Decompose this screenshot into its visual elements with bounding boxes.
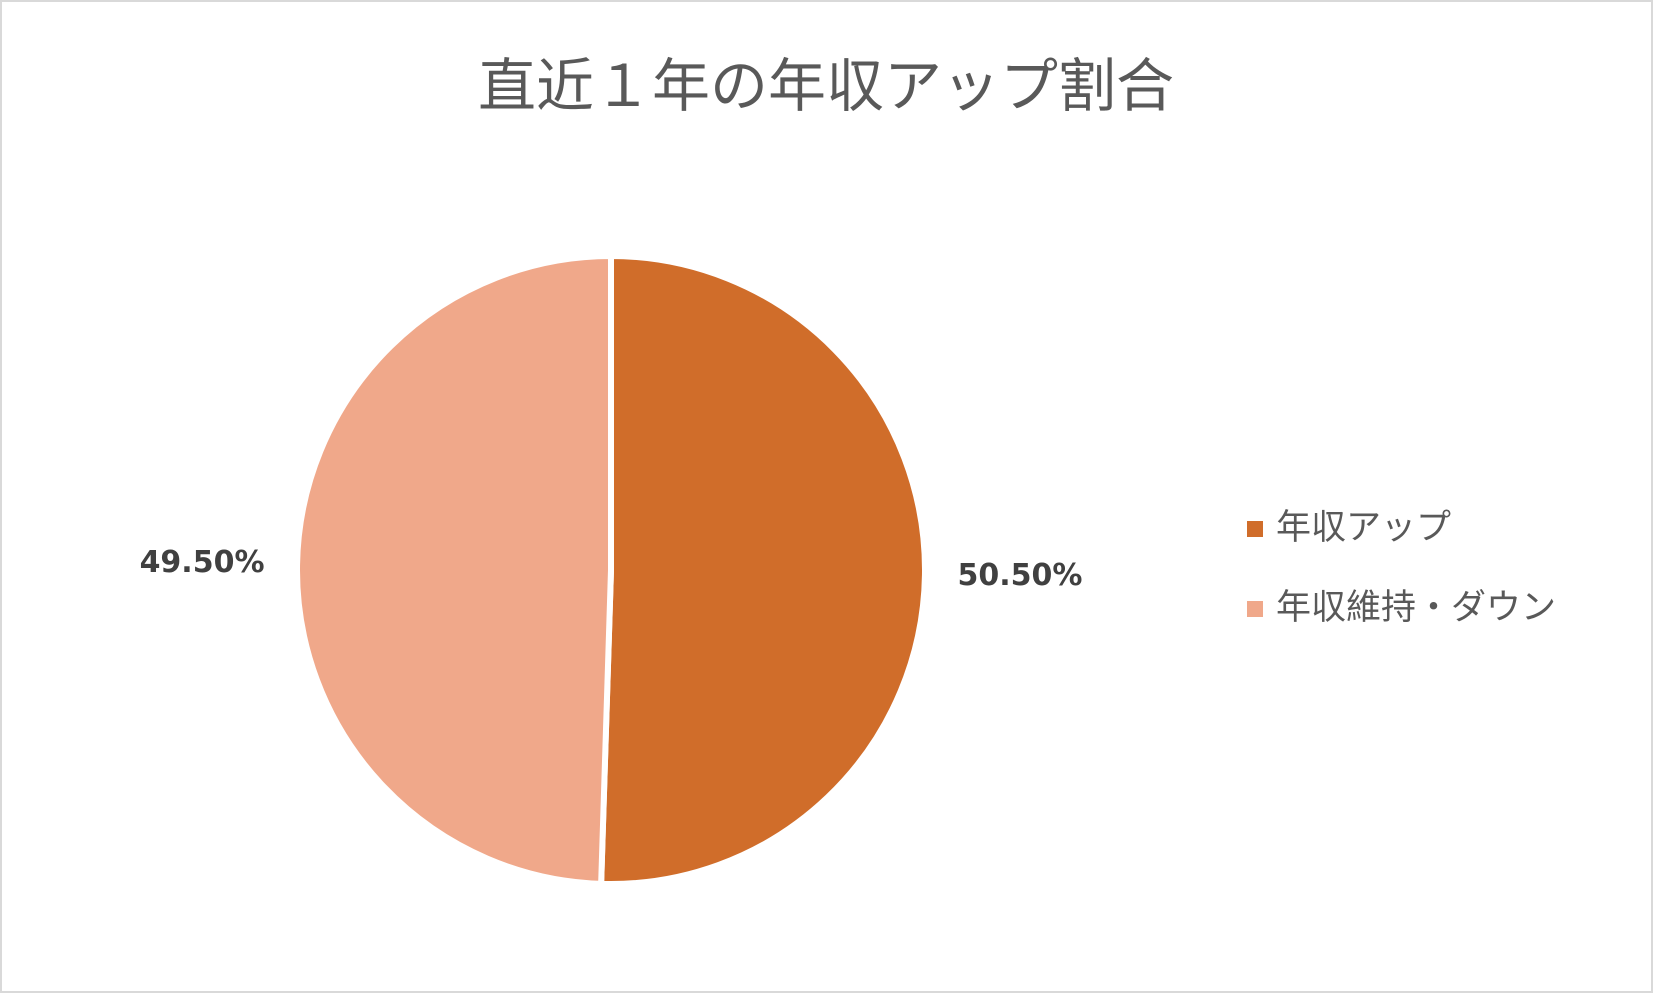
legend-swatch — [1247, 601, 1263, 617]
legend-label: 年収維持・ダウン — [1276, 588, 1556, 628]
legend-swatch — [1247, 521, 1263, 537]
pie-slice — [598, 253, 928, 887]
pie-slice — [294, 253, 614, 887]
data-label: 49.50% — [140, 545, 265, 580]
legend-label: 年収アップ — [1276, 508, 1451, 548]
data-label: 50.50% — [957, 558, 1082, 593]
chart-title: 直近１年の年収アップ割合 — [478, 52, 1174, 120]
